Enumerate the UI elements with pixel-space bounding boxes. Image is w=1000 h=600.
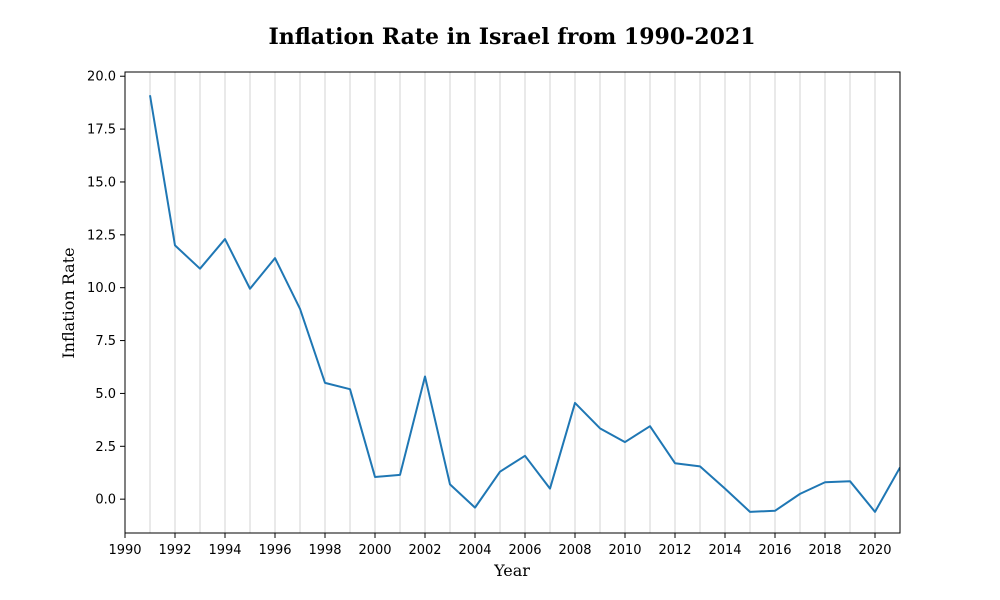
x-axis-ticks: 1990 1992 1994 1996 1998 2000 2002 2004 2006 2008… bbox=[108, 533, 892, 558]
x-tick-label: 1992 bbox=[158, 543, 191, 558]
series-layer bbox=[149, 95, 900, 513]
y-tick-label: 2.5 bbox=[95, 440, 116, 455]
x-tick-label: 1996 bbox=[258, 543, 291, 558]
x-tick-label: 2012 bbox=[658, 543, 691, 558]
x-tick-label: 2010 bbox=[608, 543, 641, 558]
x-tick-label: 2000 bbox=[358, 543, 391, 558]
y-tick-label: 12.5 bbox=[87, 228, 116, 243]
y-tick-label: 5.0 bbox=[95, 387, 116, 402]
x-tick-label: 2018 bbox=[808, 543, 841, 558]
x-tick-label: 2016 bbox=[758, 543, 791, 558]
series-line bbox=[149, 95, 900, 513]
x-tick-label: 2004 bbox=[458, 543, 491, 558]
y-axis-ticks: 0.0 2.5 5.0 7.5 10.0 12.5 15.0 17.5 20.0 bbox=[87, 70, 125, 508]
x-tick-label: 1994 bbox=[208, 543, 241, 558]
y-tick-label: 7.5 bbox=[95, 334, 116, 349]
y-tick-label: 20.0 bbox=[87, 70, 116, 85]
x-tick-label: 2020 bbox=[858, 543, 891, 558]
y-tick-label: 10.0 bbox=[87, 281, 116, 296]
plot-frame bbox=[124, 71, 901, 534]
y-tick-label: 17.5 bbox=[87, 123, 116, 138]
x-tick-label: 1998 bbox=[308, 543, 341, 558]
y-tick-label: 15.0 bbox=[87, 175, 116, 190]
x-tick-label: 2014 bbox=[708, 543, 741, 558]
x-tick-label: 1990 bbox=[108, 543, 141, 558]
x-tick-label: 2002 bbox=[408, 543, 441, 558]
chart-title: Inflation Rate in Israel from 1990-2021 bbox=[268, 24, 755, 50]
y-tick-label: 0.0 bbox=[95, 493, 116, 508]
x-tick-label: 2006 bbox=[508, 543, 541, 558]
x-axis-label: Year bbox=[493, 561, 530, 580]
y-axis-label: Inflation Rate bbox=[59, 247, 78, 358]
x-tick-label: 2008 bbox=[558, 543, 591, 558]
grid-lines bbox=[124, 72, 901, 533]
